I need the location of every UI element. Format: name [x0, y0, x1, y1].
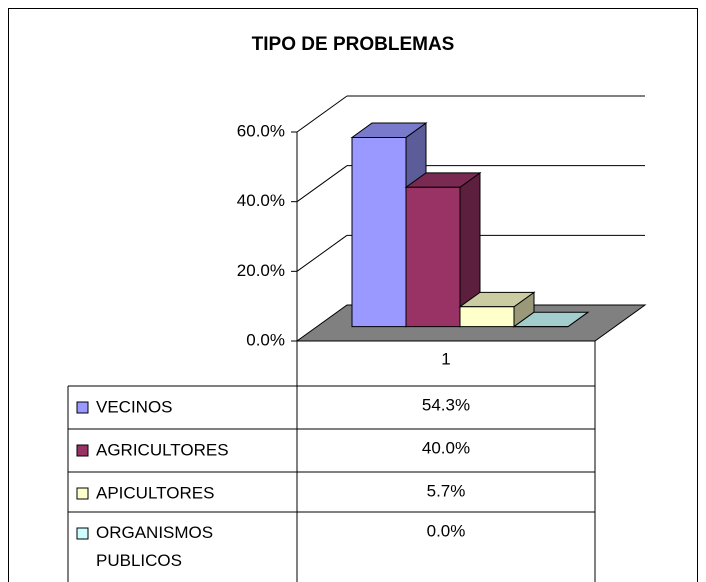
- category-label: 1: [441, 349, 450, 368]
- legend-label: APICULTORES: [96, 483, 214, 502]
- value-label: 0.0%: [427, 521, 466, 540]
- bar: [458, 291, 536, 328]
- y-tick-label: 40.0%: [237, 191, 285, 210]
- value-label: 40.0%: [422, 438, 470, 457]
- y-tick-label: 20.0%: [237, 261, 285, 280]
- grid-line: [296, 234, 348, 272]
- bar-front: [459, 306, 515, 328]
- bar-front: [405, 186, 461, 328]
- legend-label: AGRICULTORES: [96, 440, 229, 459]
- y-tick-label: 0.0%: [246, 330, 285, 349]
- legend-key: [76, 401, 89, 414]
- y-tick-label: 60.0%: [237, 121, 285, 140]
- grid-line: [296, 165, 348, 203]
- bar: [404, 171, 482, 328]
- legend-key: [76, 444, 89, 457]
- legend-key: [76, 527, 89, 540]
- value-label: 5.7%: [427, 481, 466, 500]
- legend-label: VECINOS: [96, 397, 173, 416]
- chart-title: TIPO DE PROBLEMAS: [252, 34, 455, 55]
- legend-key: [76, 487, 89, 500]
- legend-label: ORGANISMOS PUBLICOS: [96, 523, 213, 570]
- bar: [512, 311, 590, 328]
- bar: [350, 122, 428, 328]
- grid-line: [296, 95, 348, 133]
- bar-front: [351, 136, 407, 328]
- value-label: 54.3%: [422, 395, 470, 414]
